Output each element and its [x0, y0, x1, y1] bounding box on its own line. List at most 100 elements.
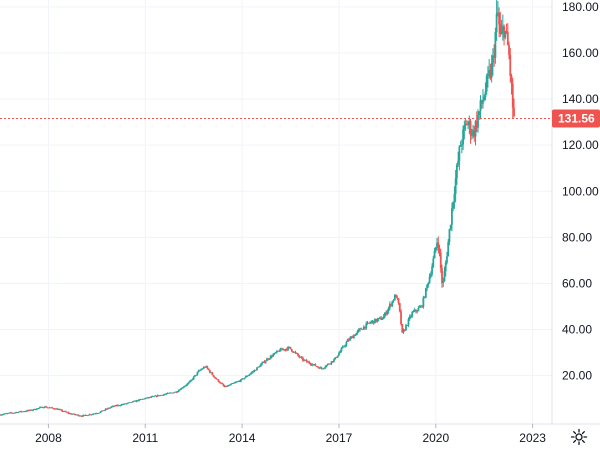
- candle-body: [280, 348, 283, 350]
- candle-body: [148, 397, 150, 398]
- candle-body: [194, 375, 196, 377]
- candle-body: [32, 408, 35, 411]
- candle-body: [243, 377, 246, 379]
- candle-body: [339, 351, 342, 354]
- candle-body: [451, 208, 453, 225]
- candle-body: [387, 307, 390, 312]
- candle-body: [282, 349, 284, 351]
- candle-body: [123, 403, 126, 405]
- candle-body: [408, 316, 411, 320]
- settings-button[interactable]: [566, 424, 592, 450]
- candle-body: [361, 329, 364, 331]
- candle-body: [140, 399, 143, 401]
- candle-body: [231, 383, 234, 385]
- candle-body: [392, 300, 395, 302]
- candle-body: [396, 297, 399, 299]
- candle-body: [266, 358, 268, 361]
- candle-body: [370, 321, 373, 323]
- candle-body: [344, 345, 347, 347]
- candle-body: [365, 323, 368, 329]
- candle-body: [504, 30, 507, 38]
- time-tick-label: 2008: [35, 431, 62, 445]
- candle-body: [405, 325, 407, 331]
- candle-body: [441, 268, 443, 284]
- candle-body: [151, 396, 154, 398]
- candle-body: [501, 26, 504, 32]
- candle-body: [289, 346, 292, 350]
- candle-body: [505, 30, 508, 32]
- candle-body: [372, 320, 375, 324]
- candle-body: [413, 309, 416, 312]
- candle-body: [179, 389, 181, 391]
- candle-body: [402, 330, 405, 333]
- candle-body: [433, 250, 436, 259]
- candle-body: [191, 379, 194, 381]
- candle-body: [357, 329, 360, 331]
- time-tick-label: 2020: [422, 431, 449, 445]
- candle-body: [4, 413, 6, 415]
- candle-body: [215, 377, 217, 380]
- candle-body: [287, 347, 289, 350]
- candle-body: [513, 107, 515, 117]
- candle-body: [23, 411, 26, 413]
- candle-body: [251, 371, 253, 374]
- candle-body: [176, 391, 179, 393]
- candle-body: [336, 355, 339, 358]
- candle-body: [447, 241, 450, 257]
- candle-body: [159, 395, 162, 396]
- candle-body: [437, 242, 440, 248]
- candle-body: [97, 413, 99, 414]
- grid-lines: [0, 0, 552, 424]
- candle-body: [381, 319, 384, 320]
- candle-body: [412, 311, 415, 313]
- candle-body: [66, 412, 68, 413]
- candle-body: [300, 357, 303, 358]
- candle-body: [108, 407, 111, 409]
- candle-body: [238, 381, 241, 382]
- candle-body: [87, 415, 90, 417]
- candle-body: [398, 303, 401, 312]
- candle-body: [100, 410, 103, 412]
- price-scale[interactable]: 180.00 160.00 140.00 120.00 100.00 80.00 60.00…: [562, 0, 599, 383]
- candle-body: [470, 135, 473, 136]
- candle-body: [264, 360, 267, 363]
- candle-body: [33, 408, 36, 410]
- candle-body: [54, 408, 57, 410]
- candle-body: [314, 364, 317, 367]
- candle-body: [315, 366, 318, 367]
- candle-body: [177, 390, 180, 392]
- candle-body: [442, 281, 445, 284]
- candle-body: [328, 363, 330, 365]
- candle-body: [439, 252, 442, 269]
- candle-body: [10, 412, 13, 414]
- candle-body: [79, 415, 82, 417]
- candle-body: [459, 145, 462, 147]
- candle-body: [202, 367, 205, 369]
- candle-body: [468, 121, 471, 125]
- candle-body: [511, 83, 514, 108]
- candle-body: [26, 410, 29, 412]
- candle-body: [166, 392, 169, 394]
- candle-body: [376, 319, 379, 322]
- candle-body: [227, 385, 230, 387]
- candle-body: [323, 367, 325, 369]
- candle-body: [482, 100, 484, 104]
- candle-body: [48, 407, 51, 409]
- candle-body: [379, 317, 381, 319]
- candle-body: [454, 178, 457, 194]
- candle-body: [51, 407, 54, 409]
- candle-body: [88, 414, 91, 416]
- time-scale[interactable]: 2008 2011 2014 2017 2020 2023: [35, 424, 546, 445]
- candle-body: [73, 413, 76, 415]
- candle-body: [345, 342, 348, 346]
- candle-body: [431, 266, 433, 275]
- candle-body: [369, 322, 371, 324]
- candle-body: [316, 366, 319, 368]
- price-tick-label: 100.00: [562, 184, 599, 198]
- candle-body: [226, 385, 229, 387]
- candle-body: [165, 393, 168, 395]
- candle-body: [12, 412, 15, 414]
- candle-body: [341, 346, 344, 349]
- candle-body: [42, 407, 45, 409]
